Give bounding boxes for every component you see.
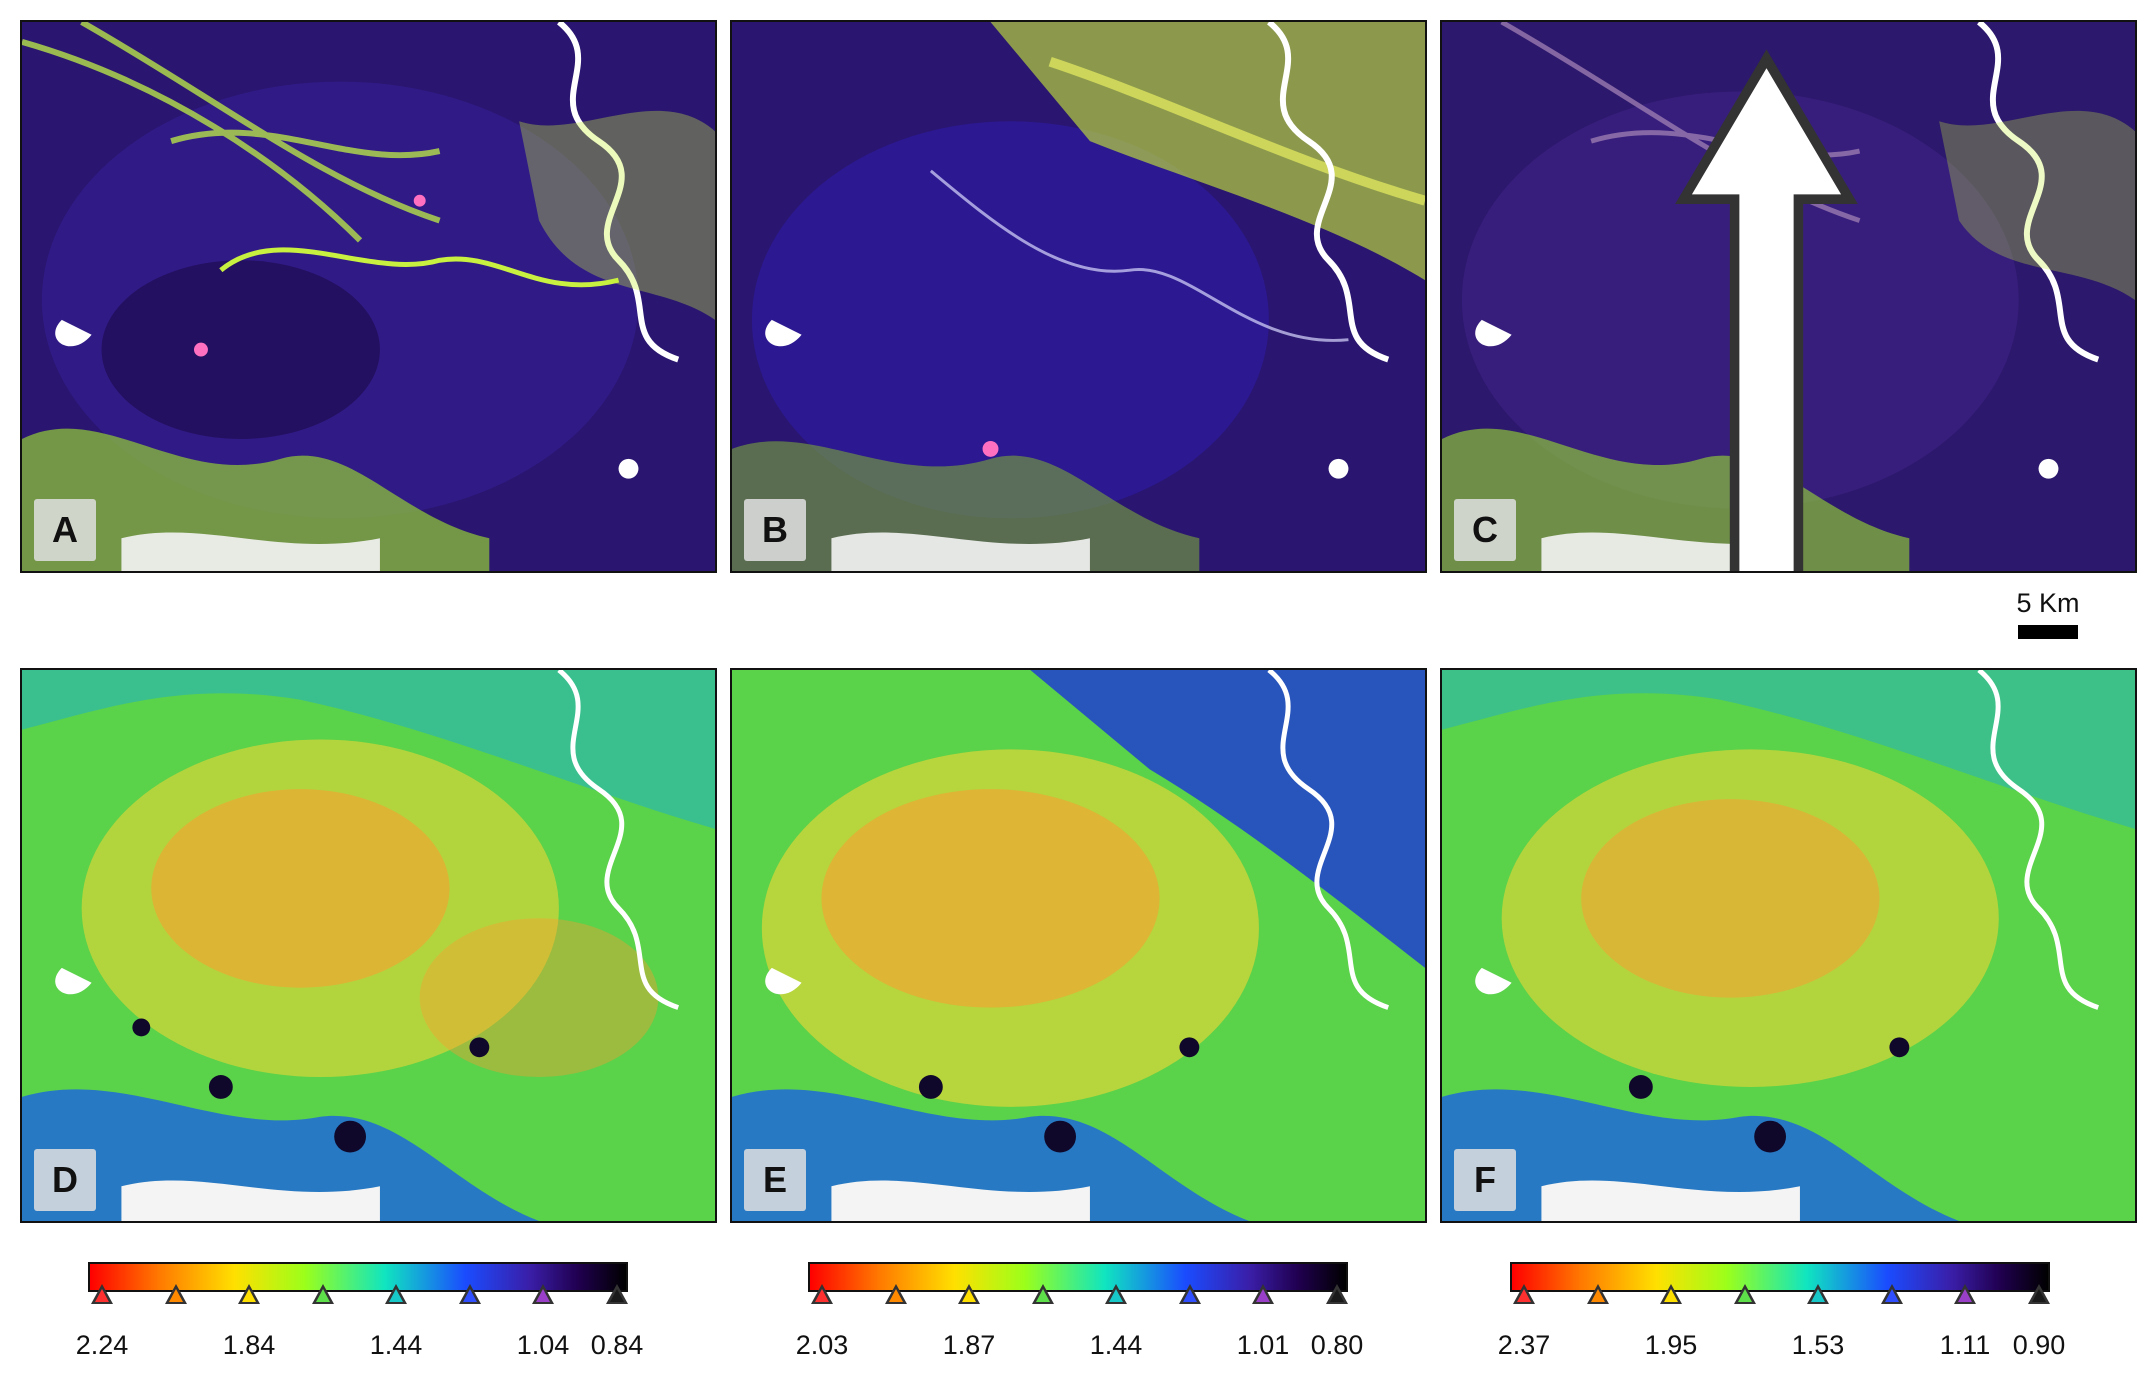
- panel-f: F: [1440, 668, 2137, 1223]
- legend-tick: [91, 1284, 113, 1304]
- heatmap-image-d: [22, 670, 715, 1221]
- scale-bar: 5 Km: [2012, 588, 2084, 639]
- rgb-composite-image-a: [22, 22, 715, 571]
- legend-label: 0.90: [2012, 1330, 2066, 1360]
- legend-label: 1.44: [369, 1330, 423, 1360]
- legend-tick: [1032, 1284, 1054, 1304]
- heatmap-image-e: [732, 670, 1425, 1221]
- legend-tick: [1734, 1284, 1756, 1304]
- legend-tick: [385, 1284, 407, 1304]
- rgb-composite-image-b: [732, 22, 1425, 571]
- legend-label: 1.84: [222, 1330, 276, 1360]
- panel-e: E: [730, 668, 1427, 1223]
- legend-tick: [811, 1284, 833, 1304]
- legend-label: 2.03: [795, 1330, 849, 1360]
- legend-tick: [238, 1284, 260, 1304]
- legend-tick: [1513, 1284, 1535, 1304]
- legend-tick: [1881, 1284, 1903, 1304]
- legend-label: 2.37: [1497, 1330, 1551, 1360]
- legend-label: 1.87: [942, 1330, 996, 1360]
- legend-tick: [1105, 1284, 1127, 1304]
- north-arrow-icon: [1675, 49, 1858, 571]
- legend-label: 0.84: [590, 1330, 644, 1360]
- legend-tick: [165, 1284, 187, 1304]
- legend-label: 2.24: [75, 1330, 129, 1360]
- panel-b: B: [730, 20, 1427, 573]
- heatmap-image-f: [1442, 670, 2135, 1221]
- color-legend-1: 2.24 1.84 1.44 1.04 0.84: [75, 1262, 643, 1372]
- legend-label: 1.01: [1236, 1330, 1290, 1360]
- legend-label: 1.53: [1791, 1330, 1845, 1360]
- panel-label: B: [744, 499, 806, 561]
- scale-bar-label: 5 Km: [2016, 588, 2080, 618]
- legend-label: 1.44: [1089, 1330, 1143, 1360]
- legend-label: 1.04: [516, 1330, 570, 1360]
- legend-tick: [1587, 1284, 1609, 1304]
- legend-label: 0.80: [1310, 1330, 1364, 1360]
- legend-tick: [606, 1284, 628, 1304]
- panel-d: D: [20, 668, 717, 1223]
- color-legend-2: 2.03 1.87 1.44 1.01 0.80: [795, 1262, 1363, 1372]
- panel-label: C: [1454, 499, 1516, 561]
- panel-label: F: [1454, 1149, 1516, 1211]
- color-legend-3: 2.37 1.95 1.53 1.11 0.90: [1497, 1262, 2065, 1372]
- panel-label: D: [34, 1149, 96, 1211]
- panel-label: E: [744, 1149, 806, 1211]
- legend-tick: [312, 1284, 334, 1304]
- legend-tick: [532, 1284, 554, 1304]
- legend-tick: [885, 1284, 907, 1304]
- legend-label: 1.11: [1939, 1330, 1991, 1360]
- legend-tick: [1179, 1284, 1201, 1304]
- legend-tick: [958, 1284, 980, 1304]
- panel-c: C: [1440, 20, 2137, 573]
- legend-tick: [1660, 1284, 1682, 1304]
- legend-tick: [1326, 1284, 1348, 1304]
- scale-bar-line: [2018, 625, 2078, 639]
- panel-a: A: [20, 20, 717, 573]
- legend-tick: [459, 1284, 481, 1304]
- legend-tick: [1252, 1284, 1274, 1304]
- legend-label: 1.95: [1644, 1330, 1698, 1360]
- legend-tick: [2028, 1284, 2050, 1304]
- panel-label: A: [34, 499, 96, 561]
- legend-tick: [1807, 1284, 1829, 1304]
- legend-tick: [1954, 1284, 1976, 1304]
